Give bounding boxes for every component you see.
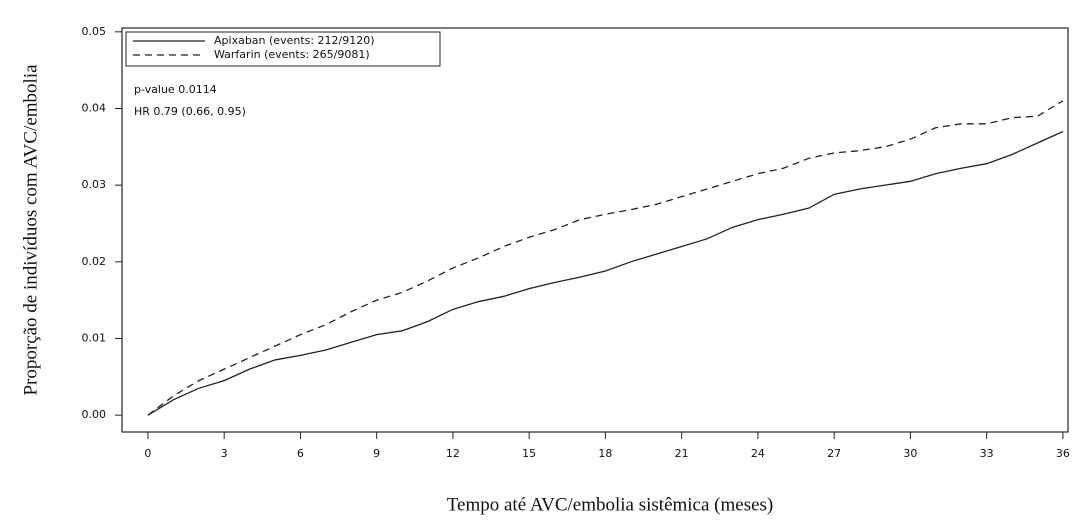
x-tick-label: 36: [1056, 447, 1070, 460]
annotation: p-value 0.0114: [134, 83, 217, 96]
x-tick-label: 27: [827, 447, 841, 460]
x-tick-label: 0: [144, 447, 151, 460]
x-tick-label: 21: [675, 447, 689, 460]
y-tick-label: 0.05: [82, 25, 107, 38]
series-line: [147, 130, 1064, 416]
x-tick-label: 3: [221, 447, 228, 460]
x-tick-label: 9: [373, 447, 380, 460]
legend-label: Warfarin (events: 265/9081): [214, 48, 370, 61]
y-tick-label: 0.01: [82, 331, 107, 344]
y-tick-label: 0.00: [82, 408, 107, 421]
x-tick-label: 33: [980, 447, 994, 460]
plot-frame: [121, 27, 1069, 433]
y-axis-label: Proporção de indivíduos com AVC/embolia: [20, 64, 41, 396]
y-tick-label: 0.02: [82, 255, 107, 268]
x-tick-label: 12: [446, 447, 460, 460]
x-tick-label: 24: [751, 447, 765, 460]
x-axis-label: Tempo até AVC/embolia sistêmica (meses): [447, 494, 774, 515]
legend-box: [125, 31, 441, 67]
x-tick-label: 15: [522, 447, 536, 460]
x-tick-label: 18: [598, 447, 612, 460]
y-tick-label: 0.03: [82, 178, 107, 191]
x-tick-label: 6: [297, 447, 304, 460]
y-tick-label: 0.04: [82, 101, 107, 114]
annotation: HR 0.79 (0.66, 0.95): [134, 105, 246, 118]
x-tick-label: 30: [903, 447, 917, 460]
legend-label: Apixaban (events: 212/9120): [214, 34, 375, 47]
series-line: [147, 100, 1064, 416]
